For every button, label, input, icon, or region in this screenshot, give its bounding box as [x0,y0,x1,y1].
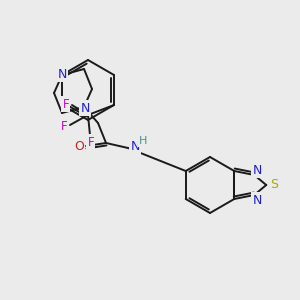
Text: F: F [63,98,69,110]
Text: F: F [88,136,94,148]
Text: N: N [80,101,90,115]
Text: S: S [270,178,278,191]
Text: N: N [130,140,140,154]
Text: N: N [57,68,67,80]
Text: F: F [61,119,67,133]
Text: N: N [253,164,262,176]
Text: N: N [253,194,262,206]
Text: O: O [74,140,84,152]
Text: H: H [139,136,147,146]
